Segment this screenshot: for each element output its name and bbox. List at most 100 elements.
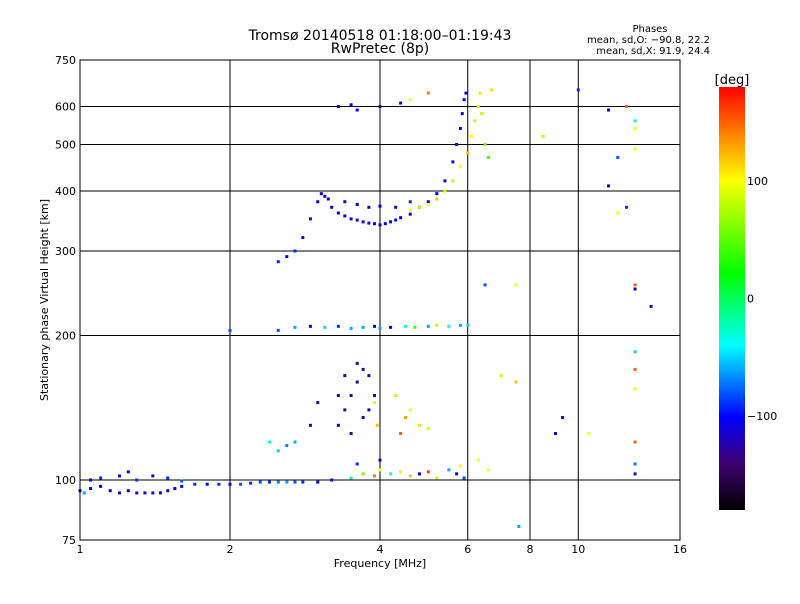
data-point [460, 112, 464, 116]
data-point [576, 88, 580, 92]
data-point [349, 217, 353, 221]
x-tick-label: 4 [377, 543, 384, 556]
data-point [443, 179, 447, 183]
data-point [378, 326, 382, 330]
x-axis-ticks: 1 2 4 6 8 10 16 [77, 543, 688, 556]
data-point [267, 440, 271, 444]
data-point [293, 480, 297, 484]
data-point [267, 480, 271, 484]
data-point [464, 91, 468, 95]
x-tick-label: 8 [527, 543, 534, 556]
data-point [625, 205, 629, 209]
data-point [435, 192, 439, 196]
data-point [399, 216, 403, 220]
colorbar [719, 87, 745, 510]
x-tick-label: 1 [77, 543, 84, 556]
data-point [285, 255, 289, 259]
data-points [78, 88, 653, 529]
data-point [349, 432, 353, 436]
data-point [408, 98, 412, 102]
data-point [426, 200, 430, 204]
data-point [355, 380, 359, 384]
data-point [514, 283, 518, 287]
data-point [228, 482, 232, 486]
data-point [135, 478, 139, 482]
data-point [616, 155, 620, 159]
data-point [285, 480, 289, 484]
y-tick-label: 75 [62, 534, 76, 547]
data-point [553, 432, 557, 436]
data-point [126, 470, 130, 474]
data-point [389, 325, 393, 329]
data-point [293, 440, 297, 444]
data-point [417, 205, 421, 209]
data-point [378, 468, 382, 472]
data-point [473, 119, 477, 123]
data-point [458, 323, 462, 327]
data-point [389, 220, 393, 224]
data-point [403, 324, 407, 328]
data-point [117, 474, 121, 478]
data-point [435, 476, 439, 480]
colorbar-tick-label: −100 [747, 410, 777, 423]
x-tick-label: 2 [227, 543, 234, 556]
data-point [228, 328, 232, 332]
data-point [633, 367, 637, 371]
data-point [343, 374, 347, 378]
data-point [361, 325, 365, 329]
data-point [361, 220, 365, 224]
data-point [435, 197, 439, 201]
data-point [399, 101, 403, 105]
data-point [293, 325, 297, 329]
data-point [378, 204, 382, 208]
data-point [633, 387, 637, 391]
data-point [517, 525, 521, 529]
data-point [355, 462, 359, 466]
y-tick-label: 600 [55, 101, 76, 114]
data-point [135, 491, 139, 495]
data-point [330, 205, 334, 209]
data-point [308, 423, 312, 427]
data-point [355, 202, 359, 206]
data-point [349, 103, 353, 107]
data-point [158, 491, 162, 495]
data-point [373, 222, 377, 226]
data-point [349, 326, 353, 330]
data-point [349, 476, 353, 480]
x-axis-label: Frequency [MHz] [334, 557, 426, 570]
data-point [373, 401, 377, 405]
y-tick-label: 400 [55, 185, 76, 198]
data-point [166, 476, 170, 480]
colorbar-ticks: 100 0 −100 [747, 175, 777, 423]
data-point [89, 487, 93, 491]
data-point [373, 394, 377, 398]
data-point [447, 324, 451, 328]
data-point [375, 423, 379, 427]
stats-o-mode: mean, sd,O: −90.8, 22.2 [587, 35, 710, 46]
data-point [326, 197, 330, 201]
data-point [308, 217, 312, 221]
data-point [355, 361, 359, 365]
colorbar-tick-label: 100 [747, 175, 768, 188]
data-point [166, 489, 170, 493]
data-point [394, 218, 398, 222]
data-point [361, 367, 365, 371]
data-point [378, 458, 382, 462]
y-axis-label: Stationary phase Virtual Height [km] [38, 199, 51, 401]
data-point [490, 88, 494, 92]
data-point [355, 218, 359, 222]
data-point [394, 394, 398, 398]
data-point [633, 287, 637, 291]
data-point [239, 482, 243, 486]
data-point [483, 283, 487, 287]
chart-title: Tromsø 20140518 01:18:00–01:19:43 [248, 28, 512, 44]
data-point [607, 108, 611, 112]
data-point [343, 200, 347, 204]
data-point [349, 394, 353, 398]
data-point [633, 147, 637, 151]
data-point [458, 126, 462, 130]
data-point [541, 134, 545, 138]
x-tick-label: 6 [464, 543, 471, 556]
data-point [408, 408, 412, 412]
data-point [117, 491, 121, 495]
